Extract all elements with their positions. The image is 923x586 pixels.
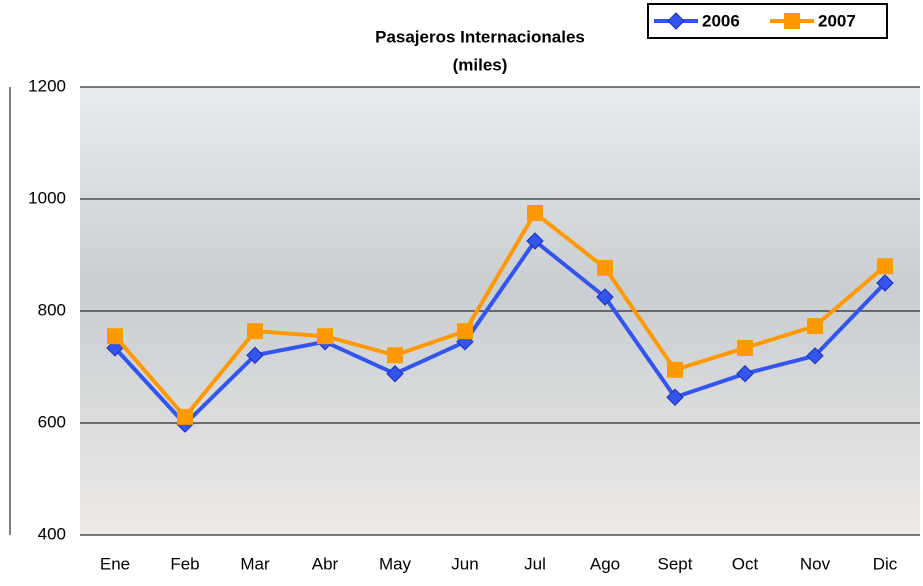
point-marker xyxy=(667,361,683,378)
x-tick-label: Ago xyxy=(590,554,620,573)
point-marker xyxy=(596,288,614,306)
chart-title: Pasajeros Internacionales xyxy=(375,27,585,46)
y-tick-label: 1200 xyxy=(28,76,66,95)
series-line xyxy=(113,211,887,419)
point-marker xyxy=(526,232,544,250)
point-marker xyxy=(736,365,754,383)
point-marker xyxy=(877,258,893,275)
legend-marker xyxy=(667,12,685,30)
point-marker xyxy=(597,259,613,276)
point-marker xyxy=(387,347,403,364)
x-tick-label: Ene xyxy=(100,554,130,573)
point-marker xyxy=(107,328,123,345)
y-tick-label: 600 xyxy=(38,412,66,431)
point-marker xyxy=(527,205,543,221)
x-tick-label: Nov xyxy=(800,554,831,573)
point-marker xyxy=(666,388,684,406)
x-tick-label: Mar xyxy=(240,554,270,573)
y-tick-label: 800 xyxy=(38,300,66,319)
x-tick-label: Jul xyxy=(524,554,546,573)
x-tick-label: Oct xyxy=(732,554,759,573)
x-tick-label: Sept xyxy=(658,554,693,573)
point-marker xyxy=(246,346,264,364)
point-marker xyxy=(317,328,333,345)
point-marker xyxy=(457,323,473,340)
point-marker xyxy=(806,347,824,365)
x-tick-label: Jun xyxy=(451,554,478,573)
series-line xyxy=(113,239,887,427)
x-tick-label: Dic xyxy=(873,554,898,573)
legend-label: 2006 xyxy=(702,11,740,30)
y-tick-label: 400 xyxy=(38,524,66,543)
point-marker xyxy=(386,365,404,383)
y-tick-label: 1000 xyxy=(28,188,66,207)
x-tick-label: Feb xyxy=(170,554,199,573)
point-marker xyxy=(807,318,823,335)
legend-label: 2007 xyxy=(818,11,856,30)
x-tick-label: May xyxy=(379,554,412,573)
point-marker xyxy=(177,408,193,425)
chart-subtitle: (miles) xyxy=(453,55,508,74)
x-tick-label: Abr xyxy=(312,554,339,573)
point-marker xyxy=(737,339,753,356)
legend-marker xyxy=(784,13,800,29)
point-marker xyxy=(247,323,263,340)
point-marker xyxy=(876,274,894,292)
